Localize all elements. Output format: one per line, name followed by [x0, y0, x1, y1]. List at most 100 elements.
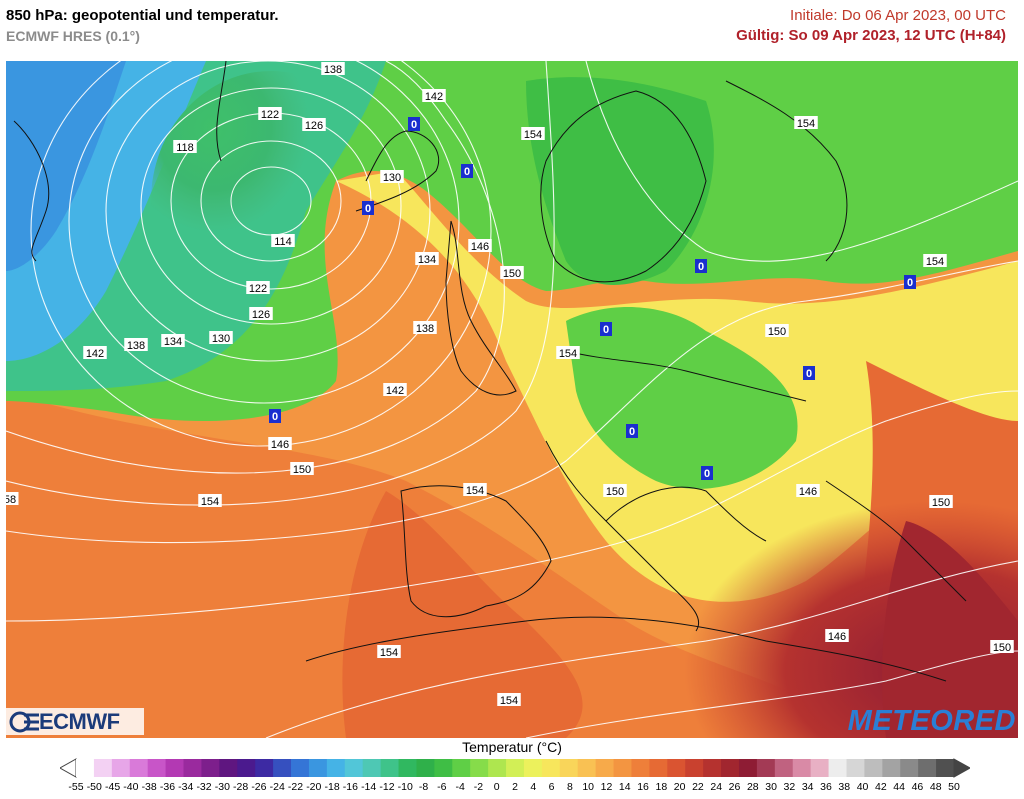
- legend-tick: 34: [801, 781, 814, 793]
- legend-swatch: [774, 759, 794, 777]
- legend-tick: 16: [637, 781, 649, 793]
- svg-text:154: 154: [524, 129, 542, 141]
- ecmwf-mark-icon: [9, 711, 39, 732]
- legend-tick: 40: [856, 781, 869, 793]
- legend-swatch: [76, 759, 95, 777]
- zero-isotherm-marker: 0: [701, 466, 713, 480]
- contour-label: 154: [521, 127, 545, 141]
- svg-text:154: 154: [380, 647, 398, 659]
- geopotential-contours: [6, 61, 1018, 738]
- weather-map[interactable]: 138 142 122 126 154 154 118 130 114 146 134 150 154 1…: [6, 61, 1018, 738]
- zero-isotherm-marker: 0: [626, 424, 638, 438]
- legend-tick: 32: [783, 781, 796, 793]
- svg-text:150: 150: [768, 326, 786, 338]
- contour-label: 58: [6, 492, 19, 506]
- legend-tick: -40: [123, 781, 139, 793]
- contour-label: 126: [249, 307, 273, 321]
- legend-tick: -26: [251, 781, 267, 793]
- meteored-logo: METEORED: [847, 705, 1016, 737]
- legend-tick: -10: [397, 781, 413, 793]
- contour-label: 150: [990, 640, 1014, 654]
- legend-swatch: [792, 759, 812, 777]
- zero-isotherm-marker: 0: [904, 275, 916, 289]
- contour-label: 138: [124, 338, 148, 352]
- legend-swatch: [273, 759, 292, 777]
- legend-swatch: [452, 759, 471, 777]
- legend-swatch: [255, 759, 274, 777]
- legend-tick: -16: [342, 781, 358, 793]
- legend-swatch: [846, 759, 865, 777]
- zero-isotherm-marker: 0: [408, 117, 420, 131]
- svg-text:134: 134: [418, 254, 436, 266]
- legend-tick: 50: [948, 781, 960, 793]
- contour-label: 146: [268, 437, 292, 451]
- svg-text:150: 150: [993, 642, 1011, 654]
- svg-text:138: 138: [416, 323, 434, 335]
- legend-swatch: [470, 759, 489, 777]
- legend-swatch: [201, 759, 220, 777]
- legend-swatch: [380, 759, 400, 777]
- map-title: 850 hPa: geopotential und temperatur.: [6, 7, 279, 24]
- legend-ticks: -55 -50 -45 -40 -38 -36 -34 -32 -30 -28 -26 -24 -22-…: [60, 781, 970, 797]
- legend-tick: 36: [820, 781, 832, 793]
- coastlines: [13, 61, 967, 682]
- legend-tick: -30: [214, 781, 230, 793]
- legend-swatch: [308, 759, 328, 777]
- legend-swatch: [667, 759, 686, 777]
- contour-label: 150: [929, 495, 953, 509]
- svg-text:138: 138: [127, 340, 145, 352]
- legend-swatch: [882, 759, 901, 777]
- legend-swatch: [129, 759, 149, 777]
- legend-swatch: [93, 759, 113, 777]
- header-left: 850 hPa: geopotential und temperatur. EC…: [6, 6, 279, 46]
- legend-tick: 6: [548, 781, 555, 793]
- legend-title: Temperatur (°C): [462, 739, 562, 755]
- svg-text:142: 142: [86, 348, 104, 360]
- svg-text:150: 150: [503, 268, 521, 280]
- legend-tick: 48: [929, 781, 942, 793]
- contour-label: 130: [209, 331, 233, 345]
- svg-text:0: 0: [603, 324, 609, 336]
- legend-swatch: [541, 759, 561, 777]
- init-time: Initiale: Do 06 Apr 2023, 00 UTC: [790, 7, 1006, 24]
- svg-text:154: 154: [500, 695, 518, 707]
- legend-swatch: [523, 759, 543, 777]
- legend-tick: 22: [692, 781, 704, 793]
- contour-label: 138: [321, 62, 345, 76]
- svg-text:126: 126: [252, 309, 270, 321]
- contour-labels: 138 142 122 126 154 154 118 130 114 146 134 150 154 1…: [6, 62, 1014, 707]
- legend-swatch: [649, 759, 668, 777]
- contour-label: 154: [463, 483, 487, 497]
- legend-swatch: [936, 759, 955, 777]
- contour-label: 154: [377, 645, 401, 659]
- temperature-legend: [60, 758, 970, 778]
- legend-swatch: [183, 759, 202, 777]
- svg-text:150: 150: [606, 486, 624, 498]
- legend-tick: 30: [765, 781, 777, 793]
- legend-tick: 44: [893, 781, 905, 793]
- legend-swatch: [219, 759, 238, 777]
- ecmwf-logo: ECMWF: [6, 708, 144, 735]
- contour-label: 122: [258, 107, 282, 121]
- legend-swatch: [488, 759, 507, 777]
- contour-label: 154: [556, 346, 580, 360]
- legend-tick: -50: [86, 781, 102, 793]
- svg-text:146: 146: [799, 486, 817, 498]
- legend-tick: -55: [68, 781, 84, 793]
- legend-swatch: [613, 759, 632, 777]
- legend-max-arrow: [953, 758, 970, 778]
- legend-tick: 14: [618, 781, 631, 793]
- svg-text:142: 142: [386, 385, 404, 397]
- contour-label: 154: [198, 494, 222, 508]
- svg-text:154: 154: [201, 496, 219, 508]
- legend-swatch: [900, 759, 919, 777]
- legend-tick: 46: [911, 781, 924, 793]
- contour-label: 154: [794, 116, 818, 130]
- svg-text:0: 0: [411, 119, 417, 131]
- legend-min-arrow: [60, 758, 77, 778]
- legend-tick: 24: [710, 781, 723, 793]
- legend-swatch: [559, 759, 579, 777]
- legend-tick: -22: [287, 781, 304, 793]
- legend-swatch: [703, 759, 722, 777]
- contour-label: 138: [413, 321, 437, 335]
